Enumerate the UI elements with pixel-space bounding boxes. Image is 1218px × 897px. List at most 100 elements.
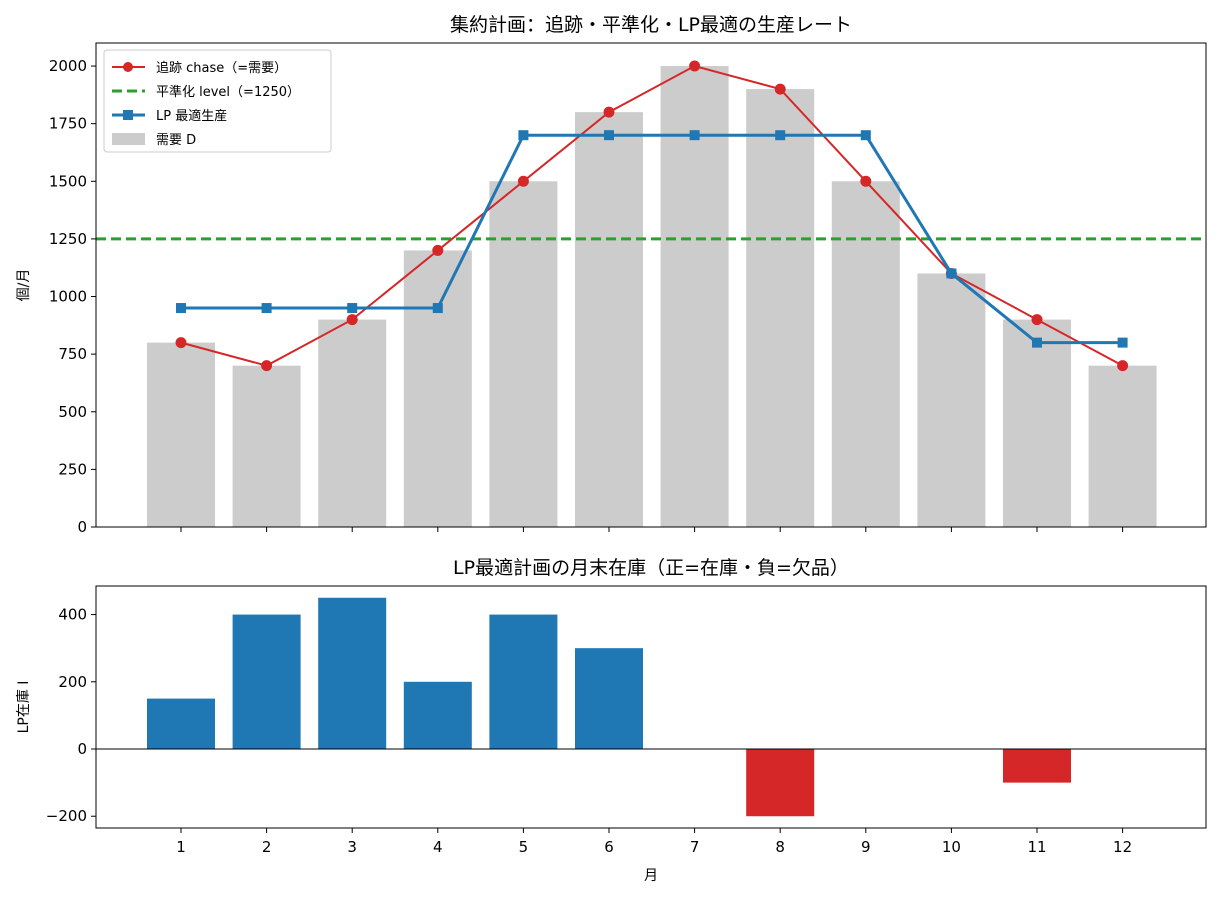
bottom-x-tick-label: 1 [176, 838, 186, 856]
bottom-y-axis-label: LP在庫 I [15, 681, 32, 734]
bottom-x-tick-label: 2 [262, 838, 272, 856]
demand-bar [318, 319, 387, 527]
shortage-bar [1003, 749, 1071, 783]
bottom-x-tick-label: 9 [861, 838, 871, 856]
inventory-bar [232, 614, 301, 750]
top-chart-title: 集約計画：追跡・平準化・LP最適の生産レート [450, 14, 852, 36]
legend-label-demand: 需要 D [156, 133, 196, 148]
legend-frame [103, 49, 332, 153]
bottom-x-tick-label: 12 [1113, 838, 1132, 856]
demand-bar [232, 365, 301, 527]
top-x-ticks [180, 527, 1124, 532]
demand-bar [489, 181, 558, 528]
bottom-x-tick-label: 3 [347, 838, 357, 856]
inventory-bar [403, 681, 472, 750]
legend-chase-marker [123, 62, 133, 72]
demand-bar [746, 89, 815, 527]
chase-point [603, 106, 615, 118]
legend-item-lp: LP 最適生産 [112, 108, 227, 124]
shortage-bar [746, 749, 815, 817]
chase-point [1031, 314, 1043, 326]
demand-bar [403, 250, 472, 527]
bottom-chart-title: LP最適計画の月末在庫（正=在庫・負=欠品） [453, 557, 849, 579]
legend-label-chase: 追跡 chase（=需要） [156, 60, 287, 76]
bottom-y-tick-label: 0 [77, 740, 87, 758]
lp-line [181, 133, 1123, 345]
bottom-x-tick-label: 5 [519, 838, 529, 856]
top-y-tick-label: 250 [58, 460, 87, 478]
bottom-y-tick-label: 400 [58, 606, 87, 624]
demand-bar [575, 112, 643, 528]
chase-series [175, 60, 1129, 372]
lp-point [261, 303, 272, 314]
top-y-tick-label: 0 [77, 518, 87, 536]
inventory-bar [318, 597, 387, 750]
lp-point [946, 268, 957, 279]
top-y-tick-label: 2000 [49, 57, 87, 75]
bottom-y-tick-label: 200 [58, 673, 87, 691]
chase-point [517, 175, 529, 187]
chase-point [860, 175, 872, 187]
chase-point [175, 337, 187, 349]
lp-point [1117, 337, 1128, 348]
top-y-tick-label: 1000 [49, 288, 87, 306]
lp-point [432, 303, 443, 314]
chase-point [1117, 360, 1129, 372]
top-y-tick-label: 500 [58, 403, 87, 421]
bottom-x-ticks: 1 2 3 4 5 6 7 8 9 10 11 12 [176, 828, 1132, 856]
demand-bar [831, 181, 900, 528]
chase-point [432, 244, 444, 256]
legend: 追跡 chase（=需要） 平準化 level（=1250） LP 最適生産 需… [103, 49, 332, 153]
legend-demand-swatch [112, 133, 145, 145]
legend-lp-marker [123, 110, 133, 120]
lp-point [604, 130, 614, 141]
bottom-y-tick-label: −200 [46, 807, 87, 825]
lp-point [176, 303, 186, 314]
legend-item-demand: 需要 D [112, 133, 196, 148]
lp-point [860, 130, 871, 141]
chase-point [774, 83, 786, 95]
legend-label-lp: LP 最適生産 [156, 108, 227, 124]
lp-point [689, 130, 700, 141]
inventory-bar [489, 614, 558, 750]
top-y-axis-label: 個/月 [16, 269, 32, 302]
top-y-tick-label: 1250 [49, 230, 87, 248]
legend-item-chase: 追跡 chase（=需要） [112, 60, 287, 76]
inventory-bar [147, 698, 215, 750]
bottom-x-tick-label: 6 [604, 838, 614, 856]
top-y-tick-label: 1500 [49, 172, 87, 190]
lp-point [775, 130, 786, 141]
demand-bar [917, 273, 986, 527]
chase-point [346, 314, 358, 326]
legend-item-level: 平準化 level（=1250） [112, 84, 300, 100]
top-y-ticks: 0 250 500 750 1000 1250 1500 1750 2000 [49, 57, 96, 536]
lp-series [176, 130, 1128, 348]
demand-bar [1003, 319, 1071, 527]
lp-point [1032, 337, 1042, 348]
bottom-x-tick-label: 7 [690, 838, 700, 856]
demand-bar [147, 342, 215, 527]
chase-point [261, 360, 273, 372]
legend-label-level: 平準化 level（=1250） [156, 84, 300, 100]
demand-bar [660, 66, 729, 528]
bottom-x-tick-label: 11 [1027, 838, 1046, 856]
bottom-x-tick-label: 10 [942, 838, 961, 856]
top-plot-frame [95, 42, 1207, 528]
top-y-tick-label: 1750 [49, 115, 87, 133]
lp-point [347, 303, 358, 314]
bottom-x-tick-label: 8 [775, 838, 785, 856]
production-rate-chart: 集約計画：追跡・平準化・LP最適の生産レート 0 250 500 750 1000 125… [16, 14, 1207, 536]
chase-line [180, 64, 1124, 367]
bottom-x-tick-label: 4 [433, 838, 443, 856]
top-y-tick-label: 750 [58, 345, 87, 363]
chase-point [689, 60, 701, 72]
bottom-plot-frame [95, 585, 1207, 829]
inventory-bars [147, 597, 1071, 817]
inventory-bar [575, 648, 643, 750]
demand-bar [1088, 365, 1157, 527]
bottom-y-ticks: −200 0 200 400 [46, 606, 96, 825]
lp-point [518, 130, 529, 141]
bottom-x-axis-label: 月 [644, 868, 658, 884]
